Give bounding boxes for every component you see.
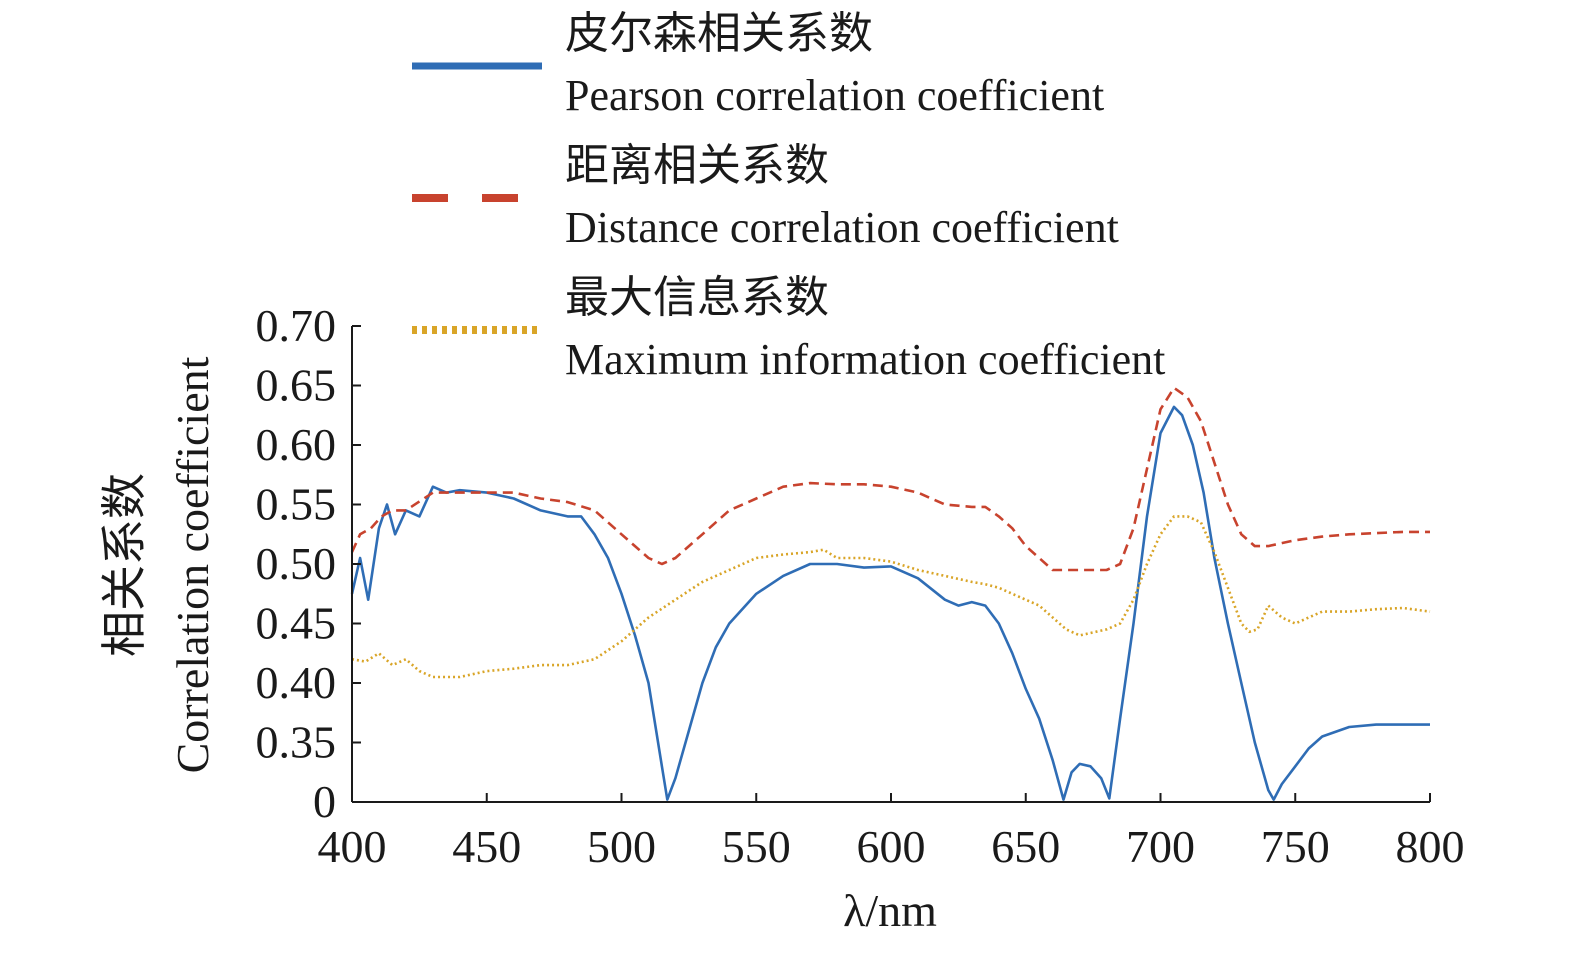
x-tick-label: 600 [857, 821, 926, 872]
y-tick-label: 0.45 [256, 598, 337, 649]
y-axis-title-en: Correlation coefficient [167, 356, 218, 773]
series-line-1 [350, 405, 1430, 801]
y-tick-label: 0.65 [256, 360, 337, 411]
x-tick-label: 700 [1126, 821, 1195, 872]
legend-label-zh-3: 最大信息系数 [565, 273, 829, 322]
y-tick-label: 0.50 [256, 538, 337, 589]
y-axis-title: 相关系数 Correlation coefficient [99, 356, 218, 773]
series-layer [350, 386, 1431, 801]
y-tick-label: 0.60 [256, 419, 337, 470]
x-tick-label: 800 [1396, 821, 1465, 872]
x-tick-label: 400 [318, 821, 387, 872]
x-tick-label: 550 [722, 821, 791, 872]
y-tick-label: 0 [313, 776, 336, 827]
legend-label-en-3: Maximum information coefficient [565, 335, 1165, 384]
x-tick-label: 650 [991, 821, 1060, 872]
y-tick-label: 0.40 [256, 657, 337, 708]
x-axis-title: λ/nm [843, 885, 937, 936]
y-axis-title-zh: 相关系数 [99, 473, 150, 657]
legend-label-zh-2: 距离相关系数 [565, 141, 829, 190]
y-tick-label: 0.70 [256, 300, 337, 351]
legend-label-en-1: Pearson correlation coefficient [565, 71, 1104, 120]
series-line-2 [350, 386, 1430, 572]
axes: 0 0.35 0.40 0.45 0.50 0.55 0.60 0.65 0.70 400 450 5… [256, 300, 1465, 872]
x-tick-label: 450 [452, 821, 521, 872]
legend: 皮尔森相关系数 Pearson correlation coefficient 距离… [412, 9, 1165, 384]
y-tick-label: 0.35 [256, 717, 337, 768]
legend-label-zh-1: 皮尔森相关系数 [565, 9, 873, 58]
legend-label-en-2: Distance correlation coefficient [565, 203, 1119, 252]
x-tick-label: 750 [1261, 821, 1330, 872]
x-tick-label: 500 [587, 821, 656, 872]
series-line-3 [351, 515, 1431, 679]
y-tick-label: 0.55 [256, 479, 337, 530]
